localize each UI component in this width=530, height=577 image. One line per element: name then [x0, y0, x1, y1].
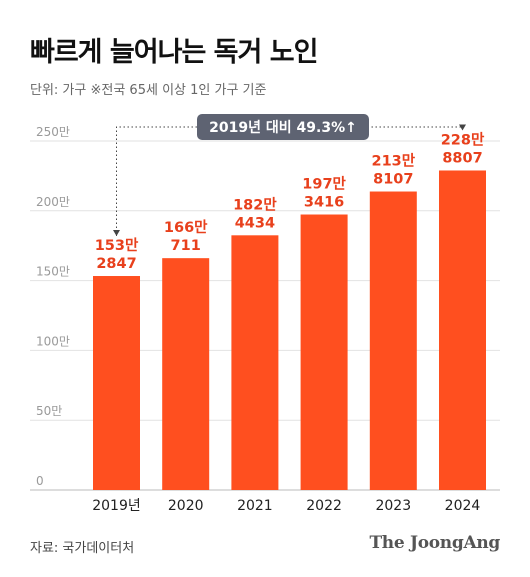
x-tick-label-1: 2020: [168, 498, 204, 514]
annotation-text: 2019년 대비 49.3%↑: [209, 120, 357, 136]
unit-note: 단위: 가구 ※전국 65세 이상 1인 가구 기준: [30, 83, 267, 98]
brand-logo: The JoongAng: [369, 533, 500, 553]
value-label-bottom-4: 8107: [373, 172, 413, 188]
value-label-top-2: 182만: [233, 196, 277, 213]
bar-5: [439, 170, 486, 490]
value-label-top-0: 153만: [95, 237, 139, 254]
bars: [93, 170, 486, 491]
x-tick-label-3: 2022: [306, 498, 342, 514]
y-tick-label: 150만: [36, 265, 70, 279]
bar-0: [93, 276, 140, 490]
bar-3: [300, 214, 348, 491]
y-tick-label: 100만: [36, 334, 70, 348]
value-label-top-3: 197만: [302, 176, 346, 193]
annotation-pill: [197, 114, 369, 140]
y-tick-label: 250만: [36, 125, 70, 139]
source-note: 자료: 국가데이터처: [30, 541, 135, 556]
value-label-top-4: 213만: [371, 153, 415, 170]
y-tick-label: 200만: [36, 195, 70, 209]
bar-1: [162, 258, 210, 490]
value-label-top-1: 166만: [164, 219, 208, 236]
chart-title: 빠르게 늘어나는 독거 노인: [30, 37, 318, 68]
growth-annotation: 2019년 대비 49.3%↑: [113, 114, 466, 237]
x-tick-label-5: 2024: [445, 498, 481, 514]
annotation-arrowhead-right: [459, 124, 466, 131]
y-axis-ticks: 0 50만 100만 150만 200만 250만: [36, 125, 70, 488]
x-axis-labels: 2019년 2020 2021 2022 2023 2024: [92, 498, 480, 514]
x-tick-label-2: 2021: [237, 498, 273, 514]
bar-2: [231, 235, 279, 490]
value-label-bottom-2: 4434: [235, 215, 275, 231]
value-label-bottom-0: 2847: [96, 256, 136, 272]
value-label-bottom-3: 3416: [304, 195, 344, 211]
value-label-bottom-5: 8807: [442, 150, 482, 166]
y-tick-label: 0: [36, 474, 44, 488]
annotation-arrowhead-left: [113, 230, 120, 237]
value-labels: 153만 2847 166만 711 182만 4434 197만 3416 213만 8107 2…: [95, 131, 485, 272]
x-tick-label-0: 2019년: [92, 498, 141, 514]
x-tick-label-4: 2023: [375, 498, 411, 514]
y-tick-label: 50만: [36, 404, 62, 418]
value-label-top-5: 228만: [441, 131, 485, 148]
bar-4: [369, 191, 417, 490]
value-label-bottom-1: 711: [171, 238, 201, 254]
